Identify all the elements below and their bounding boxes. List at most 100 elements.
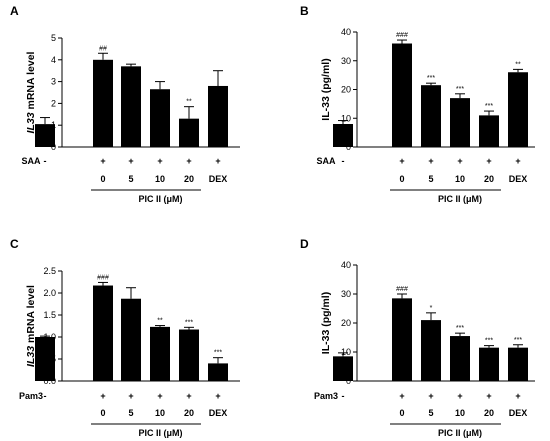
panel-letter: D: [300, 237, 309, 251]
y-tick-label: 30: [341, 289, 351, 299]
bar-10: [450, 98, 470, 147]
significance-label: **: [157, 318, 163, 325]
y-axis-label: IL33 mRNA level: [25, 51, 37, 133]
treatment-sign: +: [486, 156, 491, 166]
y-tick-label: 20: [341, 85, 351, 95]
y-tick-label: 2: [51, 98, 56, 108]
treatment-sign: +: [128, 391, 133, 401]
y-axis-label-text: IL-33 (pg/ml): [320, 58, 332, 120]
bar-DEX: [208, 85, 228, 147]
significance-label: ###: [396, 32, 408, 39]
y-tick-label: 40: [341, 27, 351, 37]
significance-label: ***: [185, 319, 193, 326]
category-label: 20: [184, 174, 194, 184]
treatment-sign: +: [428, 156, 433, 166]
bar-5: [421, 85, 441, 147]
category-label: 0: [399, 174, 404, 184]
panel-letter: A: [10, 4, 19, 18]
bar-10: [450, 336, 470, 381]
category-label: 5: [428, 174, 433, 184]
category-label: 5: [128, 174, 133, 184]
treatment-sign: +: [428, 391, 433, 401]
bar-DEX: [508, 72, 528, 147]
significance-label: ***: [485, 103, 493, 110]
category-label: 10: [155, 174, 165, 184]
category-label: 0: [100, 174, 105, 184]
category-label: 5: [428, 408, 433, 418]
treatment-sign: +: [157, 391, 162, 401]
category-label: DEX: [209, 408, 228, 418]
category-label: 10: [155, 408, 165, 418]
bar-5: [121, 298, 141, 381]
y-axis-label-text: mRNA level: [25, 51, 37, 112]
treatment-sign: -: [342, 391, 345, 401]
y-tick-label: 30: [341, 56, 351, 66]
category-label: 10: [455, 408, 465, 418]
treatment-sign: +: [157, 156, 162, 166]
treatment-label: Pam3: [314, 391, 338, 401]
treatment-label: Pam3: [19, 391, 43, 401]
treatment-sign: +: [215, 156, 220, 166]
group-label: PIC II (μM): [138, 428, 182, 438]
y-tick-label: 4: [51, 55, 56, 65]
bar-20: [479, 347, 499, 381]
y-tick-label: 10: [341, 113, 351, 123]
treatment-sign: +: [486, 391, 491, 401]
category-label: 5: [128, 408, 133, 418]
y-axis-label: IL-33 (pg/ml): [320, 292, 332, 354]
y-tick-label: 5: [51, 33, 56, 43]
bar-0: [93, 59, 113, 147]
bar-20: [479, 115, 499, 147]
y-tick-label: 20: [341, 318, 351, 328]
bar-DEX: [208, 363, 228, 381]
treatment-sign: -: [44, 156, 47, 166]
treatment-sign: +: [186, 156, 191, 166]
bar--: [333, 124, 353, 147]
y-axis-label-gene: IL33: [25, 346, 37, 367]
treatment-sign: +: [399, 391, 404, 401]
treatment-sign: +: [457, 156, 462, 166]
bar-5: [421, 320, 441, 381]
category-label: 0: [399, 408, 404, 418]
significance-label: ***: [427, 75, 435, 82]
treatment-sign: +: [515, 156, 520, 166]
y-tick-label: 1.5: [43, 310, 56, 320]
category-label: DEX: [209, 174, 228, 184]
bar-DEX: [508, 347, 528, 381]
y-axis-label-gene: IL33: [25, 112, 37, 133]
bar-0: [392, 43, 412, 147]
treatment-sign: +: [515, 391, 520, 401]
y-tick-label: 40: [341, 260, 351, 270]
significance-label: ###: [396, 286, 408, 293]
bar-5: [121, 66, 141, 147]
bar--: [333, 356, 353, 381]
bar--: [35, 124, 55, 147]
treatment-sign: -: [44, 391, 47, 401]
group-label: PIC II (μM): [438, 428, 482, 438]
y-axis-label-text: mRNA level: [25, 285, 37, 346]
y-axis-label: IL-33 (pg/ml): [320, 58, 332, 120]
bar-20: [179, 329, 199, 381]
significance-label: ***: [214, 350, 222, 357]
y-tick-label: 3: [51, 77, 56, 87]
treatment-label: SAA: [21, 156, 41, 166]
category-label: 20: [184, 408, 194, 418]
significance-label: ***: [485, 338, 493, 345]
treatment-sign: +: [100, 391, 105, 401]
significance-label: **: [186, 99, 192, 106]
category-label: 0: [100, 408, 105, 418]
significance-label: ##: [99, 45, 107, 52]
category-label: DEX: [509, 174, 528, 184]
bar-10: [150, 326, 170, 381]
treatment-sign: +: [186, 391, 191, 401]
y-axis-label-text: IL-33 (pg/ml): [320, 292, 332, 354]
treatment-label: SAA: [316, 156, 336, 166]
treatment-sign: -: [342, 156, 345, 166]
significance-label: ***: [456, 325, 464, 332]
significance-label: ###: [97, 274, 109, 281]
category-label: 10: [455, 174, 465, 184]
treatment-sign: +: [215, 391, 220, 401]
category-label: DEX: [509, 408, 528, 418]
group-label: PIC II (μM): [438, 194, 482, 204]
